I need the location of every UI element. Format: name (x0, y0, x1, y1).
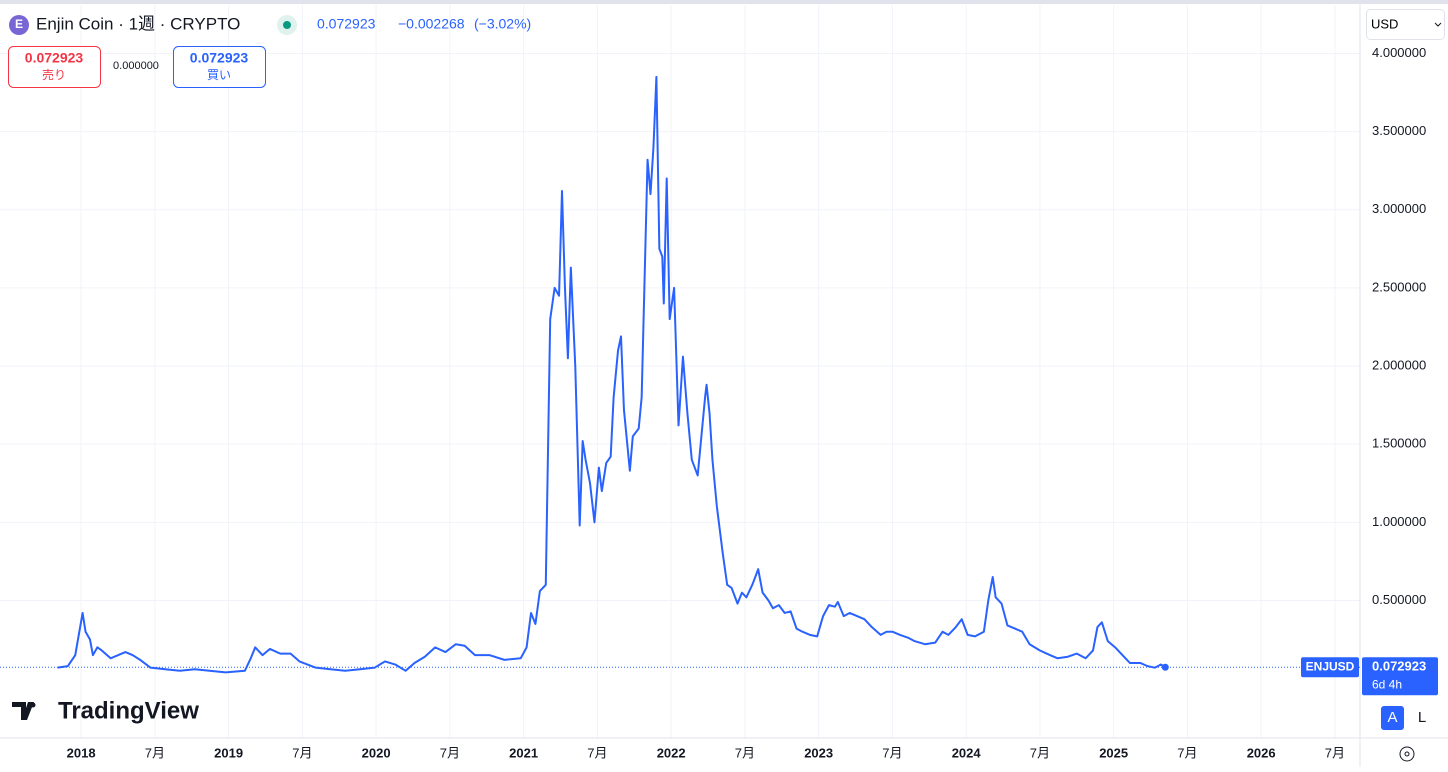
countdown-label: 6d 4h (1372, 677, 1402, 691)
x-tick-label: 2026 (1247, 745, 1276, 760)
y-tick-label: 4.000000 (1372, 45, 1426, 60)
x-tick-label: 2023 (804, 745, 833, 760)
y-tick-label: 2.000000 (1372, 357, 1426, 372)
x-tick-label: 7月 (882, 745, 902, 760)
settings-icon-center (1404, 751, 1410, 757)
y-tick-label: 2.500000 (1372, 279, 1426, 294)
x-tick-label: 2025 (1099, 745, 1128, 760)
price-line (57, 75, 1166, 674)
x-tick-label: 7月 (1325, 745, 1345, 760)
buy-button[interactable] (173, 46, 266, 88)
change-pct: (−3.02%) (474, 16, 531, 32)
x-tick-label: 7月 (1177, 745, 1197, 760)
currency: USD (1371, 16, 1398, 31)
x-tick-label: 2021 (509, 745, 538, 760)
x-tick-label: 2018 (67, 745, 96, 760)
y-tick-label: 1.500000 (1372, 436, 1426, 451)
x-tick-label: 2022 (657, 745, 686, 760)
y-tick-label: 0.500000 (1372, 592, 1426, 607)
sell-button[interactable] (8, 46, 101, 88)
auto-scale-label: A (1387, 709, 1397, 726)
log-scale-label[interactable]: L (1418, 709, 1426, 726)
y-tick-label: 1.000000 (1372, 514, 1426, 529)
spread: 0.000000 (113, 60, 159, 72)
x-tick-label: 7月 (587, 745, 607, 760)
x-tick-label: 2020 (362, 745, 391, 760)
last-price-dot (1161, 663, 1169, 671)
coin-icon (9, 15, 29, 35)
sell-label: 売り (42, 67, 66, 82)
settings-icon[interactable] (1399, 746, 1415, 762)
auto-scale-button[interactable] (1381, 706, 1404, 730)
x-tick-label: 7月 (735, 745, 755, 760)
brand-logo (12, 702, 34, 720)
x-tick-label: 2024 (952, 745, 982, 760)
y-tick-label: 3.500000 (1372, 123, 1426, 138)
chart-title: Enjin Coin · 1週 · CRYPTO (36, 14, 240, 33)
buy-label: 買い (207, 68, 231, 82)
x-tick-label: 7月 (440, 745, 460, 760)
sell-price: 0.072923 (25, 50, 84, 66)
dropdown-caret (1434, 22, 1442, 27)
market-status-dot (283, 21, 291, 29)
x-tick-label: 7月 (1030, 745, 1050, 760)
coin-icon-letter: E (15, 17, 23, 31)
x-tick-label: 7月 (292, 745, 312, 760)
price-tag-label: 0.072923 (1372, 659, 1426, 674)
buy-price: 0.072923 (190, 50, 249, 66)
top-border (0, 0, 1448, 4)
x-tick-label: 2019 (214, 745, 243, 760)
y-tick-label: 3.000000 (1372, 201, 1426, 216)
change: −0.002268 (398, 16, 465, 32)
price: 0.072923 (317, 16, 376, 32)
x-tick-label: 7月 (145, 745, 165, 760)
symbol-tag (1301, 657, 1359, 678)
price-tag (1362, 657, 1438, 696)
brand-name: TradingView (58, 697, 199, 724)
currency-select[interactable] (1366, 9, 1445, 40)
symbol-tag-label: ENJUSD (1306, 659, 1355, 673)
brand-logo-dot (30, 702, 36, 708)
